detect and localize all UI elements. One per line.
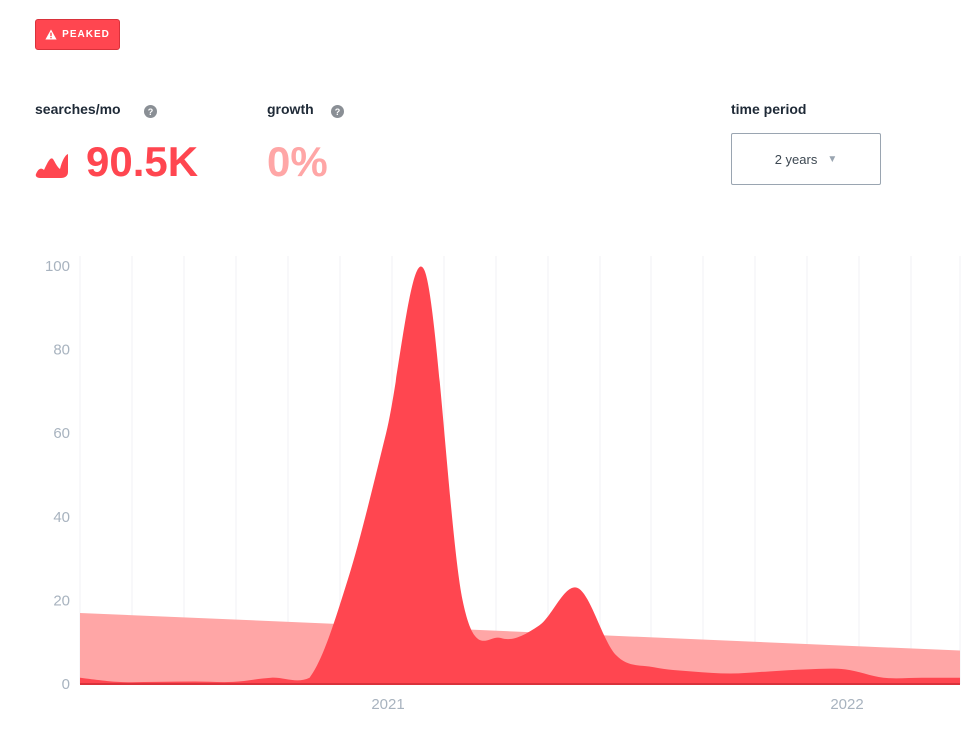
trend-chart: 0 20 40 60 80 100 2021 2022 bbox=[45, 256, 961, 713]
time-period-label-text: time period bbox=[731, 101, 807, 117]
time-period-label: time period bbox=[731, 101, 806, 117]
growth-label-text: growth bbox=[267, 101, 314, 117]
y-tick-label: 40 bbox=[53, 509, 70, 526]
x-tick-label: 2021 bbox=[371, 696, 404, 713]
question-icon[interactable]: ? bbox=[144, 105, 157, 118]
y-tick-label: 80 bbox=[53, 342, 70, 359]
status-badge-label: PEAKED bbox=[62, 29, 110, 40]
y-tick-label: 0 bbox=[62, 676, 70, 693]
trend-peak-icon bbox=[35, 154, 68, 178]
time-period-select[interactable]: 2 years ▼ bbox=[731, 133, 881, 185]
searches-label: searches/mo bbox=[35, 101, 121, 117]
y-tick-label: 100 bbox=[45, 258, 70, 275]
y-tick-label: 60 bbox=[53, 425, 70, 442]
question-icon[interactable]: ? bbox=[331, 105, 344, 118]
x-tick-label: 2022 bbox=[830, 696, 863, 713]
chevron-down-icon: ▼ bbox=[827, 153, 838, 165]
y-tick-label: 20 bbox=[53, 592, 70, 609]
searches-label-text: searches/mo bbox=[35, 101, 121, 117]
searches-value: 90.5K bbox=[86, 138, 199, 185]
growth-value: 0% bbox=[267, 138, 328, 185]
status-badge: PEAKED bbox=[35, 19, 120, 50]
growth-label: growth bbox=[267, 101, 314, 117]
time-period-value: 2 years bbox=[774, 151, 818, 167]
warning-icon bbox=[45, 29, 57, 40]
